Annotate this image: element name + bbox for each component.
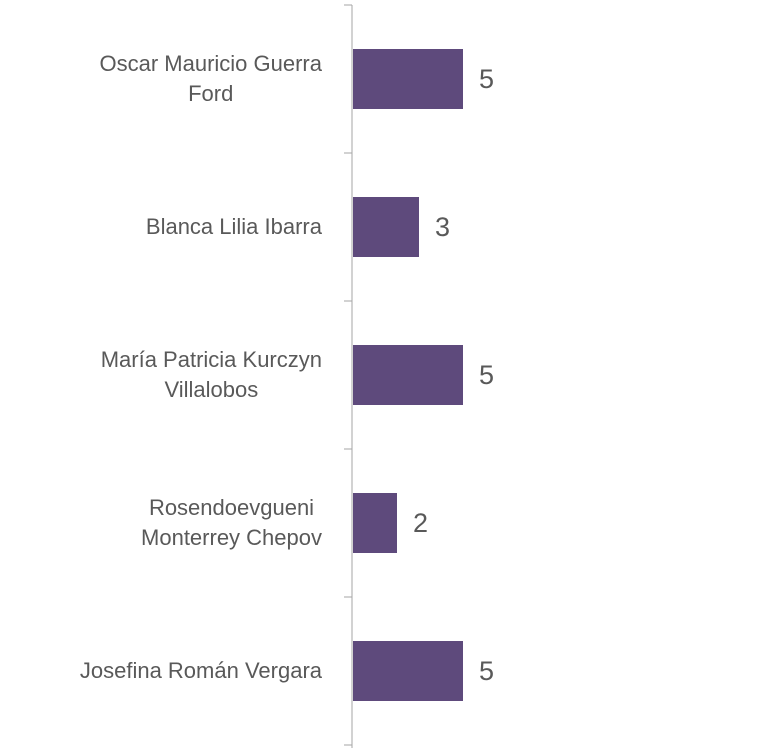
category-label: Oscar Mauricio Guerra Ford <box>99 51 322 106</box>
value-label: 2 <box>413 508 428 538</box>
bar <box>353 493 397 553</box>
bar <box>353 345 463 405</box>
value-label: 5 <box>479 64 494 94</box>
category-label: Blanca Lilia Ibarra <box>145 214 322 239</box>
value-label: 3 <box>435 212 450 242</box>
value-label: 5 <box>479 656 494 686</box>
category-label: María Patricia Kurczyn Villalobos <box>100 347 322 402</box>
value-label: 5 <box>479 360 494 390</box>
bar <box>353 641 463 701</box>
bar <box>353 197 419 257</box>
category-label: Josefina Román Vergara <box>79 658 322 683</box>
bar <box>353 49 463 109</box>
category-label: Rosendoevgueni Monterrey Chepov <box>141 495 322 550</box>
